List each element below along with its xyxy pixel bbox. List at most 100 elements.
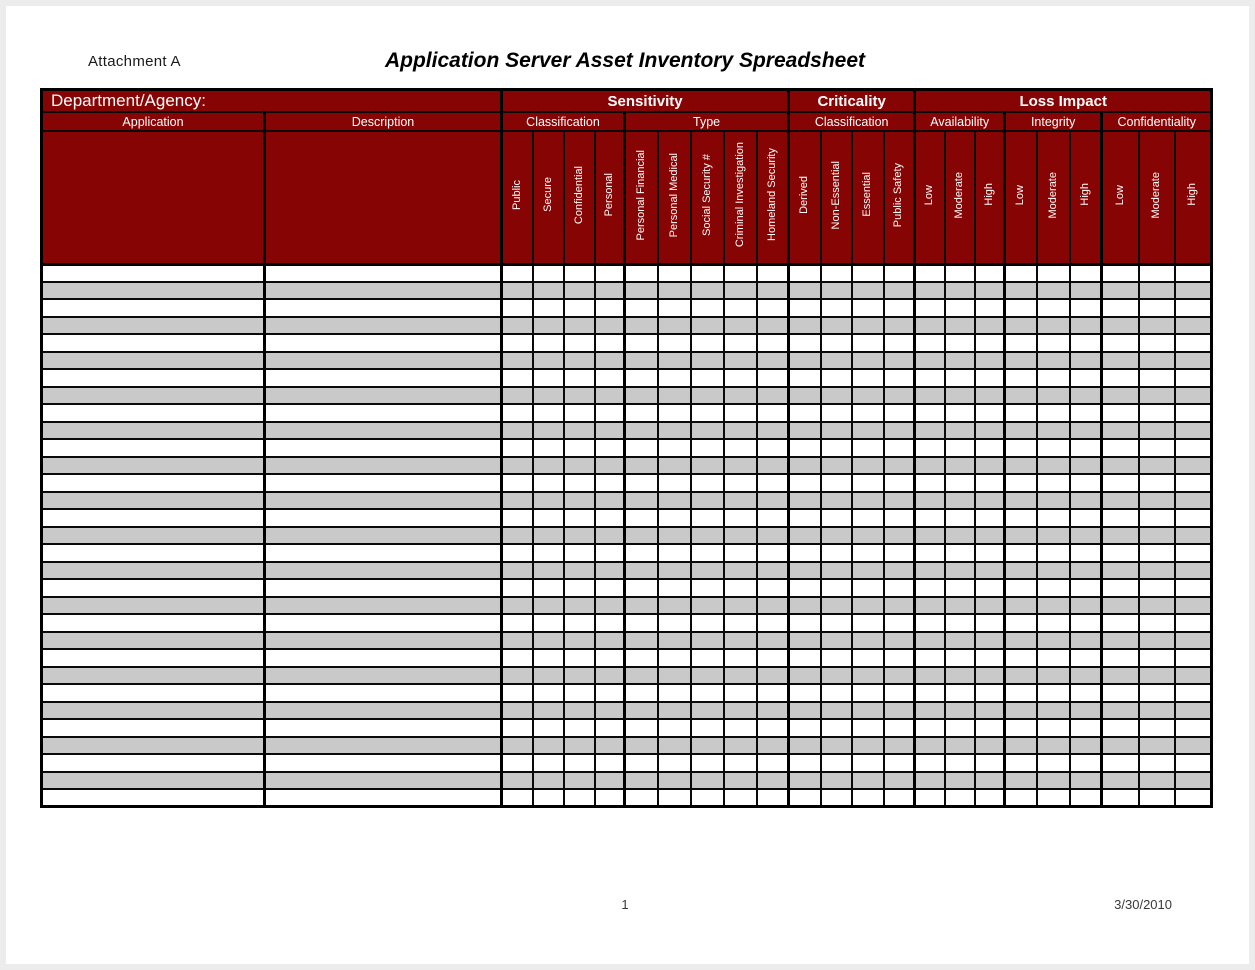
grid-cell[interactable] [755,700,790,720]
grid-cell[interactable] [755,368,790,388]
grid-cell[interactable] [1035,788,1071,808]
grid-cell[interactable] [819,735,853,755]
grid-cell[interactable] [1003,438,1038,458]
grid-cell[interactable] [943,735,976,755]
grid-cell[interactable] [1137,525,1176,545]
grid-cell[interactable] [973,280,1006,300]
grid-cell[interactable] [623,403,659,423]
grid-cell[interactable] [500,560,534,580]
grid-cell[interactable] [755,578,790,598]
grid-cell[interactable] [1137,543,1176,563]
grid-cell[interactable] [1100,333,1140,353]
grid-cell[interactable] [1100,525,1140,545]
description-cell[interactable] [263,298,503,318]
grid-cell[interactable] [500,263,534,283]
grid-cell[interactable] [623,438,659,458]
grid-cell[interactable] [1003,718,1038,738]
grid-cell[interactable] [1137,403,1176,423]
grid-cell[interactable] [943,350,976,370]
grid-cell[interactable] [973,455,1006,475]
grid-cell[interactable] [623,455,659,475]
application-cell[interactable] [40,455,266,475]
grid-cell[interactable] [913,648,946,668]
grid-cell[interactable] [755,788,790,808]
grid-cell[interactable] [1003,788,1038,808]
grid-cell[interactable] [787,648,822,668]
grid-cell[interactable] [1137,665,1176,685]
application-cell[interactable] [40,578,266,598]
grid-cell[interactable] [500,315,534,335]
grid-cell[interactable] [623,473,659,493]
grid-cell[interactable] [500,543,534,563]
grid-cell[interactable] [973,350,1006,370]
grid-cell[interactable] [1068,263,1103,283]
grid-cell[interactable] [656,753,692,773]
grid-cell[interactable] [1003,578,1038,598]
grid-cell[interactable] [913,455,946,475]
grid-cell[interactable] [1173,490,1213,510]
grid-cell[interactable] [1068,490,1103,510]
grid-cell[interactable] [500,525,534,545]
grid-cell[interactable] [1003,333,1038,353]
grid-cell[interactable] [1035,368,1071,388]
grid-cell[interactable] [913,438,946,458]
grid-cell[interactable] [623,560,659,580]
grid-cell[interactable] [943,770,976,790]
grid-cell[interactable] [787,718,822,738]
grid-cell[interactable] [819,403,853,423]
grid-cell[interactable] [973,543,1006,563]
grid-cell[interactable] [656,263,692,283]
grid-cell[interactable] [850,735,885,755]
application-cell[interactable] [40,280,266,300]
grid-cell[interactable] [531,315,565,335]
application-cell[interactable] [40,683,266,703]
grid-cell[interactable] [623,788,659,808]
grid-cell[interactable] [562,368,596,388]
grid-cell[interactable] [689,420,725,440]
grid-cell[interactable] [913,333,946,353]
grid-cell[interactable] [850,630,885,650]
grid-cell[interactable] [882,385,916,405]
grid-cell[interactable] [500,735,534,755]
grid-cell[interactable] [819,560,853,580]
grid-cell[interactable] [1035,630,1071,650]
grid-cell[interactable] [787,438,822,458]
grid-cell[interactable] [882,508,916,528]
grid-cell[interactable] [850,315,885,335]
application-cell[interactable] [40,508,266,528]
grid-cell[interactable] [656,718,692,738]
grid-cell[interactable] [819,350,853,370]
grid-cell[interactable] [913,578,946,598]
grid-cell[interactable] [850,420,885,440]
grid-cell[interactable] [943,648,976,668]
grid-cell[interactable] [787,735,822,755]
grid-cell[interactable] [623,595,659,615]
grid-cell[interactable] [1137,683,1176,703]
grid-cell[interactable] [1035,665,1071,685]
grid-cell[interactable] [689,578,725,598]
description-cell[interactable] [263,490,503,510]
grid-cell[interactable] [1035,490,1071,510]
grid-cell[interactable] [973,490,1006,510]
grid-cell[interactable] [722,735,758,755]
application-cell[interactable] [40,438,266,458]
grid-cell[interactable] [1137,630,1176,650]
grid-cell[interactable] [1003,665,1038,685]
grid-cell[interactable] [562,403,596,423]
grid-cell[interactable] [755,438,790,458]
grid-cell[interactable] [562,350,596,370]
grid-cell[interactable] [1003,700,1038,720]
grid-cell[interactable] [913,700,946,720]
grid-cell[interactable] [1035,543,1071,563]
grid-cell[interactable] [531,280,565,300]
description-cell[interactable] [263,753,503,773]
grid-cell[interactable] [689,595,725,615]
grid-cell[interactable] [1137,280,1176,300]
grid-cell[interactable] [943,543,976,563]
grid-cell[interactable] [913,315,946,335]
grid-cell[interactable] [689,455,725,475]
description-cell[interactable] [263,735,503,755]
grid-cell[interactable] [1035,735,1071,755]
grid-cell[interactable] [819,718,853,738]
grid-cell[interactable] [531,613,565,633]
